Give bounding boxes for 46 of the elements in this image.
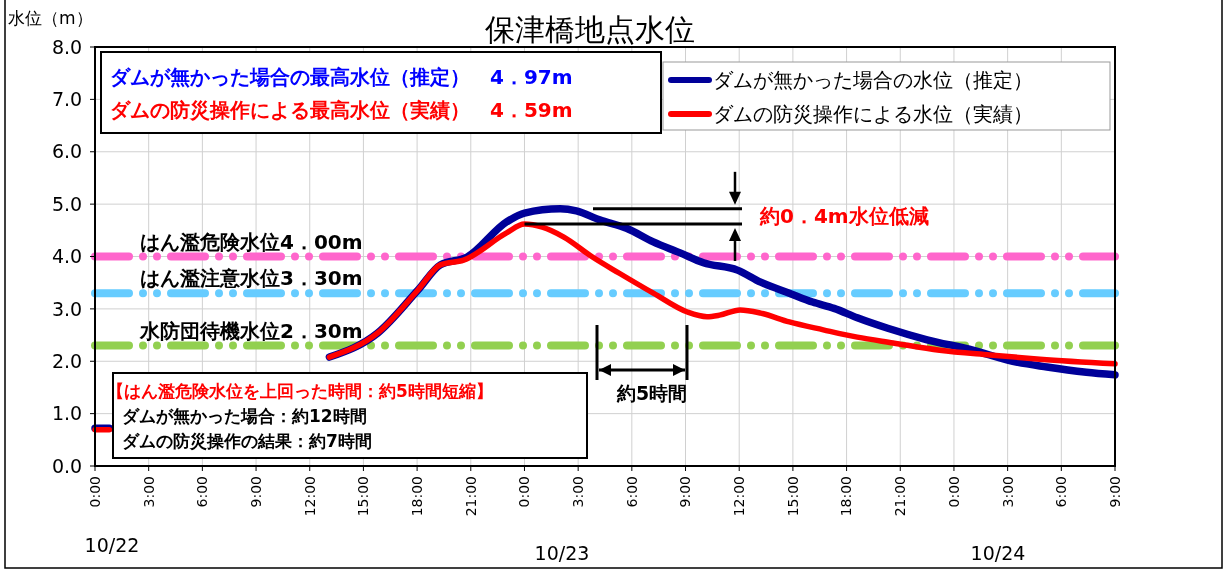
y-tick-label: 2.0 — [51, 349, 83, 372]
x-tick-label: 0:00 — [86, 476, 103, 508]
y-tick-label: 6.0 — [51, 140, 83, 163]
x-tick-label: 9:00 — [677, 476, 694, 508]
text: 10/23 — [534, 542, 590, 564]
x-tick-label: 0:00 — [945, 476, 962, 508]
annotation: ダムの防災操作の結果：約7時間 — [122, 430, 372, 451]
annotation: ダムの防災操作による最高水位（実績） 4．59m — [110, 98, 573, 122]
x-tick-label: 6:00 — [623, 476, 640, 508]
x-tick-label: 9:00 — [1106, 476, 1123, 508]
y-tick-label: 4.0 — [51, 245, 83, 268]
y-tick-label: 1.0 — [51, 402, 83, 425]
x-tick-label: 3:00 — [140, 476, 157, 508]
legend-label: ダムの防災操作による水位（実績） — [713, 102, 1033, 126]
annotation: 約5時間 — [615, 382, 688, 404]
ref-line-label: はん濫注意水位3．30m — [140, 266, 363, 291]
x-tick-label: 6:00 — [1053, 476, 1070, 508]
y-tick-label: 7.0 — [51, 88, 83, 111]
x-tick-label: 21:00 — [462, 476, 479, 517]
text: 10/22 — [84, 534, 140, 556]
x-tick-label: 0:00 — [516, 476, 533, 508]
annotation: 【はん濫危険水位を上回った時間：約5時間短縮】 — [107, 380, 493, 401]
ref-line-label: 水防団待機水位2．30m — [139, 318, 363, 343]
y-tick-label: 8.0 — [51, 35, 83, 58]
x-tick-label: 18:00 — [409, 476, 426, 517]
ref-line-label: はん濫危険水位4．00m — [140, 229, 363, 254]
annotation: ダムが無かった場合の最高水位（推定） 4．97m — [110, 65, 573, 89]
x-tick-label: 9:00 — [247, 476, 264, 508]
x-tick-label: 21:00 — [892, 476, 909, 517]
annotation: ダムが無かった場合：約12時間 — [122, 405, 367, 426]
x-tick-label: 18:00 — [838, 476, 855, 517]
x-tick-label: 15:00 — [355, 476, 372, 517]
x-tick-label: 15:00 — [784, 476, 801, 517]
x-tick-label: 6:00 — [194, 476, 211, 508]
y-tick-label: 3.0 — [51, 297, 83, 320]
y-tick-label: 5.0 — [51, 192, 83, 215]
x-tick-label: 3:00 — [570, 476, 587, 508]
x-tick-label: 3:00 — [999, 476, 1016, 508]
y-tick-label: 0.0 — [51, 454, 83, 477]
y-axis-title: 水位（m） — [8, 8, 93, 28]
annotation: 約0．4m水位低減 — [759, 204, 929, 229]
legend-label: ダムが無かった場合の水位（推定） — [713, 68, 1033, 92]
x-tick-label: 12:00 — [731, 476, 748, 517]
x-tick-label: 12:00 — [301, 476, 318, 517]
chart-title: 保津橋地点水位 — [485, 12, 695, 47]
text: 10/24 — [970, 542, 1026, 564]
